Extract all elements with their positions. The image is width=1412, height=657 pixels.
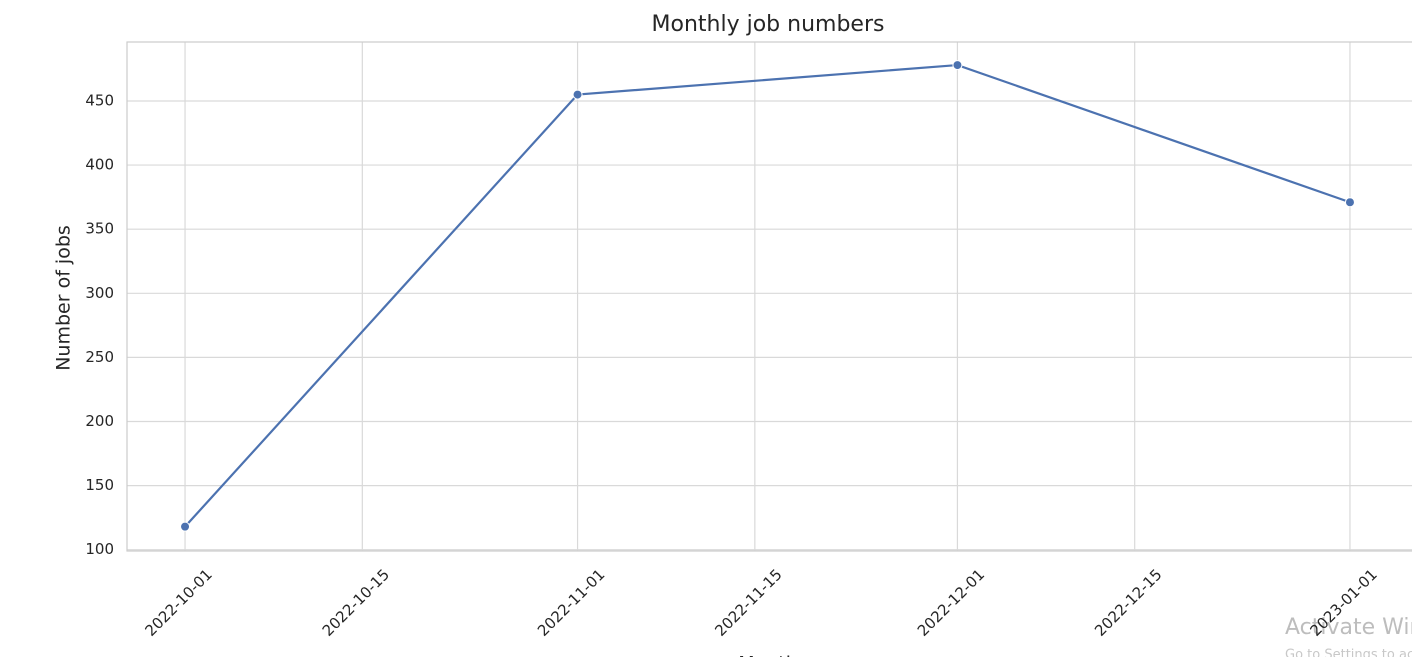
data-point [180,521,191,532]
y-tick-label: 250 [85,348,114,366]
chart-title: Monthly job numbers [652,12,885,37]
x-tick-label: 2022-10-15 [319,565,393,639]
y-tick-label: 350 [85,220,114,238]
x-tick-label: 2022-12-15 [1091,565,1165,639]
data-line [184,63,1351,528]
y-tick-label: 150 [85,476,114,494]
plot-area [127,42,1412,551]
y-axis-label: Number of jobs [53,225,75,371]
watermark-subtitle: Go to Settings to activate Windows. [1285,648,1412,657]
y-tick-label: 400 [85,156,114,174]
data-point [1344,197,1355,208]
x-tick-label: 2022-11-01 [534,565,608,639]
watermark-title: Activate Windows [1285,615,1412,640]
x-tick-label: 2022-11-15 [711,565,785,639]
marks [180,60,1355,532]
y-tick-label: 300 [85,284,114,302]
grid [127,42,1412,551]
y-tick-label: 450 [85,91,114,109]
data-point [952,60,963,71]
x-tick-label: 2022-12-01 [914,565,988,639]
y-tick-label: 200 [85,412,114,430]
x-axis-label: Month [738,653,798,657]
y-tick-label: 100 [85,540,114,558]
data-point [572,89,583,100]
plot-frame [126,41,1412,552]
x-tick-label: 2022-10-01 [141,565,215,639]
